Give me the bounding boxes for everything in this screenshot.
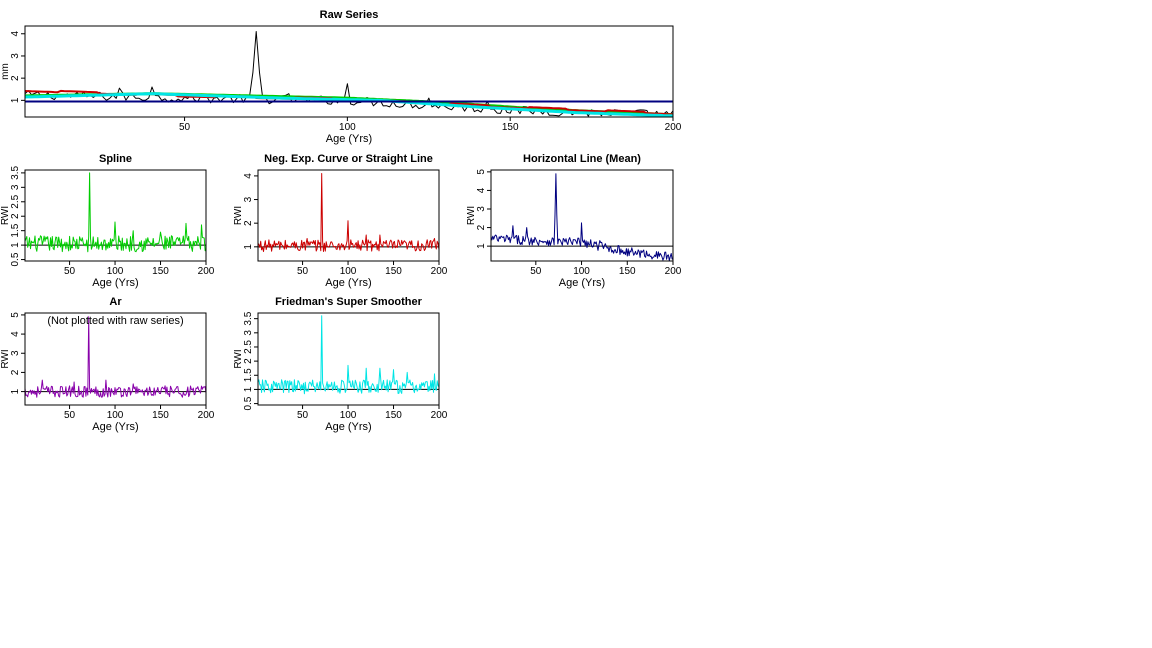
series-line xyxy=(258,315,439,395)
y-tick-label: 2 xyxy=(10,213,21,219)
y-tick-label: 2 xyxy=(243,358,254,364)
x-tick-label: 100 xyxy=(107,410,124,421)
plot-frame xyxy=(490,169,674,262)
y-tick-label: 1 xyxy=(10,388,21,394)
y-tick-label: 2.5 xyxy=(243,340,254,354)
y-tick-label: 0.5 xyxy=(243,396,254,410)
y-axis-label: RWI xyxy=(233,206,244,225)
y-tick-label: 1 xyxy=(10,97,21,103)
x-tick-label: 100 xyxy=(339,122,356,133)
x-tick-label: 150 xyxy=(385,266,402,277)
y-tick-label: 1 xyxy=(243,244,254,250)
y-tick-label: 1.5 xyxy=(243,368,254,382)
plot-area xyxy=(258,315,439,395)
chart-title: Horizontal Line (Mean) xyxy=(523,153,641,165)
x-tick-label: 150 xyxy=(385,410,402,421)
y-tick-label: 1 xyxy=(476,243,487,249)
y-tick-label: 4 xyxy=(476,187,487,193)
series-line xyxy=(25,316,206,398)
x-axis-label: Age (Yrs) xyxy=(92,421,138,433)
plot-frame xyxy=(24,25,674,118)
chart-title: Friedman's Super Smoother xyxy=(275,296,423,308)
chart-title: Neg. Exp. Curve or Straight Line xyxy=(264,153,433,165)
x-tick-label: 50 xyxy=(297,266,309,277)
x-tick-label: 200 xyxy=(665,122,682,133)
y-axis-label: RWI xyxy=(466,206,477,225)
x-tick-label: 50 xyxy=(64,266,76,277)
x-tick-label: 150 xyxy=(502,122,519,133)
y-tick-label: 3 xyxy=(10,350,21,356)
chart-raw: Raw Series 50 100 150 200 1 2 3 4 Age (Yrs) mm xyxy=(0,9,682,145)
series-line xyxy=(25,172,206,253)
plot-area xyxy=(258,173,439,252)
x-tick-label: 100 xyxy=(107,266,124,277)
x-tick-label: 100 xyxy=(340,266,357,277)
y-tick-label: 3 xyxy=(476,206,487,212)
chart-negexp: Neg. Exp. Curve or Straight Line 50 100 150… xyxy=(233,153,448,289)
x-axis-label: Age (Yrs) xyxy=(92,277,138,289)
x-axis-label: Age (Yrs) xyxy=(325,421,371,433)
chart-title: Raw Series xyxy=(320,9,379,21)
y-tick-label: 3.5 xyxy=(243,311,254,325)
x-tick-label: 50 xyxy=(297,410,309,421)
x-tick-label: 200 xyxy=(665,266,682,277)
y-tick-label: 2 xyxy=(243,220,254,226)
x-tick-label: 150 xyxy=(152,266,169,277)
y-tick-label: 5 xyxy=(476,169,487,175)
x-axis-label: Age (Yrs) xyxy=(559,277,605,289)
chart-spline: Spline 50 100 150 200 0.5 1 1.5 2 2.5 3 3.5 Age (Yrs… xyxy=(0,153,215,289)
x-tick-label: 50 xyxy=(179,122,191,133)
chart-annotation: (Not plotted with raw series) xyxy=(47,315,183,327)
x-tick-label: 100 xyxy=(340,410,357,421)
y-tick-label: 2 xyxy=(10,369,21,375)
y-axis-label: RWI xyxy=(0,206,11,225)
x-tick-label: 100 xyxy=(573,266,590,277)
y-tick-label: 3.5 xyxy=(10,166,21,180)
x-axis-label: Age (Yrs) xyxy=(326,133,372,145)
y-tick-label: 3 xyxy=(243,196,254,202)
x-tick-label: 50 xyxy=(530,266,542,277)
y-tick-label: 4 xyxy=(10,331,21,337)
y-tick-label: 4 xyxy=(243,173,254,179)
y-tick-label: 1.5 xyxy=(10,223,21,237)
x-tick-label: 150 xyxy=(152,410,169,421)
y-tick-label: 4 xyxy=(10,31,21,37)
y-tick-label: 3 xyxy=(243,330,254,336)
series-line xyxy=(491,173,673,261)
y-tick-label: 2.5 xyxy=(10,194,21,208)
x-tick-label: 200 xyxy=(431,266,448,277)
x-tick-label: 150 xyxy=(619,266,636,277)
y-tick-label: 3 xyxy=(10,184,21,190)
plot-area xyxy=(491,173,673,261)
y-tick-label: 3 xyxy=(10,53,21,59)
chart-title: Ar xyxy=(109,296,122,308)
y-axis-label: RWI xyxy=(233,349,244,368)
x-tick-label: 200 xyxy=(198,410,215,421)
chart-friedman: Friedman's Super Smoother 50 100 150 200 0.5 1… xyxy=(233,296,448,433)
y-tick-label: 0.5 xyxy=(10,252,21,266)
y-axis-label: mm xyxy=(0,63,11,80)
plot-area xyxy=(25,31,673,117)
y-tick-label: 5 xyxy=(10,312,21,318)
y-tick-label: 1 xyxy=(10,242,21,248)
y-tick-label: 1 xyxy=(243,386,254,392)
plot-frame xyxy=(24,169,207,262)
plot-frame xyxy=(257,312,440,406)
series-line xyxy=(25,31,673,117)
x-tick-label: 200 xyxy=(431,410,448,421)
chart-ar: Ar 50 100 150 200 1 2 3 4 5 Age (Yrs) RWI (Not plott… xyxy=(0,296,215,433)
y-tick-label: 2 xyxy=(10,75,21,81)
plot-area xyxy=(25,316,206,398)
x-tick-label: 200 xyxy=(198,266,215,277)
chart-title: Spline xyxy=(99,153,132,165)
series-line xyxy=(258,173,439,252)
y-axis-label: RWI xyxy=(0,349,11,368)
chart-mean: Horizontal Line (Mean) 50 100 150 200 1 2 3 4 5 Ag… xyxy=(466,153,682,289)
plot-area xyxy=(25,172,206,253)
x-tick-label: 50 xyxy=(64,410,76,421)
y-tick-label: 2 xyxy=(476,224,487,230)
x-axis-label: Age (Yrs) xyxy=(325,277,371,289)
series-line xyxy=(25,92,673,117)
